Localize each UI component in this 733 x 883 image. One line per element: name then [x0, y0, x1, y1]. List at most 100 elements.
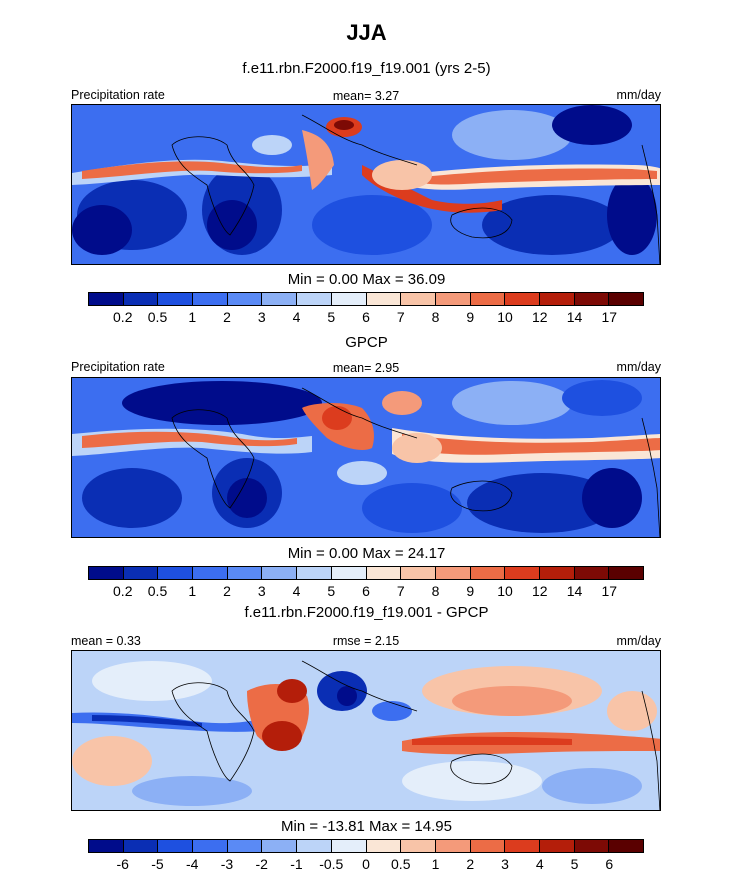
panel-1-colorbar-tick-label: 14	[566, 309, 583, 325]
panel-3-rmse-label: rmse = 2.15	[332, 634, 400, 648]
panel-3-colorbar-tick-label: -6	[116, 856, 129, 872]
panel-1-colorbar-swatch	[609, 293, 643, 305]
panel-1-variable-label: Precipitation rate	[71, 88, 165, 102]
panel-3-colorbar-swatch	[574, 840, 610, 852]
panel-2-colorbar-tick-label: 0.2	[113, 583, 133, 599]
panel-3-minmax: Min = -13.81 Max = 14.95	[281, 818, 452, 835]
panel-1-colorbar-tick-label: 2	[223, 309, 231, 325]
panel-2-colorbar-swatch	[123, 567, 159, 579]
panel-1-title: f.e11.rbn.F2000.f19_f19.001 (yrs 2-5)	[242, 60, 491, 77]
panel-1-colorbar	[88, 292, 644, 306]
panel-1-colorbar-swatch	[158, 293, 194, 305]
panel-2-colorbar-swatch	[227, 567, 263, 579]
panel-2-colorbar-tick-label: 1	[188, 583, 197, 599]
panel-2-colorbar-tick-label: 0.5	[147, 583, 168, 599]
panel-3-colorbar-swatch	[158, 840, 194, 852]
panel-3-colorbar-swatch	[366, 840, 402, 852]
panel-3-title: f.e11.rbn.F2000.f19_f19.001 - GPCP	[244, 604, 489, 621]
panel-1-colorbar-tick-label: 0.2	[113, 309, 133, 325]
panel-2-mean-label: mean= 2.95	[332, 361, 400, 375]
panel-2-colorbar-swatch	[401, 567, 436, 579]
panel-2-colorbar-swatch	[470, 567, 506, 579]
panel-1-colorbar-tick-label: 8	[431, 309, 440, 325]
panel-1-colorbar-swatch	[123, 293, 159, 305]
panel-1-colorbar-tick-label: 12	[531, 309, 548, 325]
panel-1-colorbar-tick-label: 5	[327, 309, 336, 325]
panel-3-colorbar-ticks: -6 -5 -4 -3 -2 -1 -0.5 0 0.5 1 2 3 4 5 6	[88, 856, 644, 872]
panel-2-colorbar-swatch	[435, 567, 471, 579]
panel-1-colorbar-swatch	[193, 293, 228, 305]
panel-3-map-svg	[72, 651, 660, 810]
panel-2-colorbar-tick-label: 8	[431, 583, 440, 599]
panel-3-colorbar-tick-label: 3	[501, 856, 509, 872]
panel-1-colorbar-swatch	[505, 293, 540, 305]
panel-3-colorbar-swatch	[505, 840, 540, 852]
panel-2-map-svg	[72, 378, 660, 537]
panel-1-colorbar-tick-label: 6	[362, 309, 370, 325]
panel-3-colorbar-tick-label: -5	[151, 856, 164, 872]
panel-2-colorbar-swatch	[89, 567, 124, 579]
panel-2-colorbar	[88, 566, 644, 580]
panel-2-colorbar-tick-label: 7	[396, 583, 405, 599]
panel-3-colorbar-swatch	[331, 840, 367, 852]
panel-3-colorbar-tick-label: 6	[605, 856, 614, 872]
panel-3-colorbar-tick-label: 4	[535, 856, 544, 872]
panel-2-colorbar-tick-label: 5	[327, 583, 336, 599]
panel-1-colorbar-swatch	[366, 293, 402, 305]
panel-2-colorbar-tick-label: 6	[362, 583, 370, 599]
panel-2-colorbar-swatch	[539, 567, 575, 579]
panel-2-colorbar-swatch	[574, 567, 610, 579]
panel-3-colorbar-swatch	[123, 840, 159, 852]
panel-2-colorbar-tick-label: 9	[466, 583, 475, 599]
panel-2-colorbar-swatch	[297, 567, 332, 579]
panel-3-colorbar-swatch	[227, 840, 263, 852]
panel-2-title: GPCP	[345, 334, 388, 351]
panel-2-colorbar-tick-label: 2	[223, 583, 231, 599]
panel-3-colorbar-swatch	[193, 840, 228, 852]
panel-2-colorbar-tick-label: 3	[257, 583, 266, 599]
panel-1-colorbar-ticks: 0.2 0.5 1 2 3 4 5 6 7 8 9 10 12 14 17	[88, 309, 644, 325]
panel-1-colorbar-tick-label: 9	[466, 309, 475, 325]
panel-3-colorbar-swatch	[262, 840, 298, 852]
panel-3-colorbar-swatch	[609, 840, 643, 852]
panel-2-colorbar-swatch	[262, 567, 298, 579]
panel-1-colorbar-tick-label: 3	[257, 309, 266, 325]
panel-2-colorbar-tick-label: 10	[497, 583, 513, 599]
panel-3-colorbar-tick-label: -0.5	[319, 856, 344, 872]
panel-1-colorbar-tick-label: 4	[292, 309, 301, 325]
panel-1-colorbar-swatch	[470, 293, 506, 305]
panel-1-colorbar-swatch	[401, 293, 436, 305]
panel-2-variable-label: Precipitation rate	[71, 360, 165, 374]
panel-1-colorbar-tick-label: 7	[396, 309, 405, 325]
panel-2-units-label: mm/day	[616, 360, 661, 374]
panel-3-colorbar	[88, 839, 644, 853]
panel-3-colorbar-swatch	[539, 840, 575, 852]
panel-2-colorbar-swatch	[331, 567, 367, 579]
panel-3-units-label: mm/day	[616, 634, 661, 648]
panel-1-units-label: mm/day	[616, 88, 661, 102]
panel-2-colorbar-ticks: 0.2 0.5 1 2 3 4 5 6 7 8 9 10 12 14 17	[88, 583, 644, 599]
panel-2-colorbar-swatch	[193, 567, 228, 579]
panel-1-map	[71, 104, 661, 265]
panel-3-colorbar-tick-label: 0.5	[391, 856, 411, 872]
panel-1-minmax: Min = 0.00 Max = 36.09	[287, 271, 446, 288]
panel-1-colorbar-swatch	[331, 293, 367, 305]
panel-1-colorbar-swatch	[539, 293, 575, 305]
panel-3-colorbar-tick-label: 5	[570, 856, 579, 872]
panel-1-mean-label: mean= 3.27	[332, 89, 400, 103]
panel-3-colorbar-swatch	[297, 840, 332, 852]
panel-1-colorbar-tick-label: 10	[497, 309, 513, 325]
panel-1-map-svg	[72, 105, 660, 264]
panel-3-colorbar-swatch	[401, 840, 436, 852]
panel-3-colorbar-tick-label: -4	[186, 856, 199, 872]
panel-2-colorbar-swatch	[366, 567, 402, 579]
panel-3-mean-label: mean = 0.33	[71, 634, 141, 648]
panel-2-colorbar-swatch	[609, 567, 643, 579]
panel-2-colorbar-tick-label: 4	[292, 583, 301, 599]
panel-3-colorbar-swatch	[470, 840, 506, 852]
panel-1-colorbar-swatch	[574, 293, 610, 305]
panel-2-colorbar-swatch	[505, 567, 540, 579]
panel-2-colorbar-tick-label: 12	[531, 583, 548, 599]
panel-3-colorbar-tick-label: -1	[290, 856, 303, 872]
panel-2-colorbar-swatch	[158, 567, 194, 579]
